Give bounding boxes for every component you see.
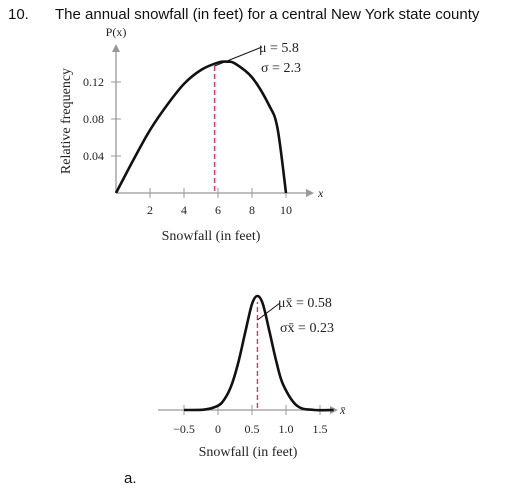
- mean-annotation-1: μ = 5.8: [259, 41, 299, 56]
- x-axis-label-1: Snowfall (in feet): [162, 229, 261, 244]
- x-tick-label-1: 10: [280, 203, 292, 217]
- x-axis-symbol-1: x: [317, 186, 324, 200]
- x-tick-label-2: 1.0: [279, 422, 294, 436]
- annotation-leader-1: [214, 46, 263, 67]
- x-axis-arrow-2: [330, 406, 338, 414]
- x-tick-label-2: 1.5: [313, 422, 328, 436]
- x-axis-arrow-1: [306, 189, 314, 197]
- x-tick-label-2: 0.5: [245, 422, 260, 436]
- problem-statement: The annual snowfall (in feet) for a cent…: [55, 6, 480, 23]
- x-axis-label-2: Snowfall (in feet): [199, 445, 298, 460]
- problem-number: 10.: [8, 6, 29, 23]
- distribution-curve-2: [183, 294, 334, 412]
- x-tick-label-1: 6: [215, 203, 221, 217]
- y-axis-arrow-1: [112, 44, 120, 52]
- annotation-leader-2: [257, 302, 281, 321]
- x-tick-label-2: −0.5: [173, 422, 195, 436]
- x-tick-label-1: 4: [181, 203, 187, 217]
- y-tick-label-1: 0.12: [83, 75, 104, 89]
- distribution-curve-1: [114, 60, 288, 194]
- x-axis-symbol-2: x̄: [339, 403, 346, 417]
- mean-annotation-2: μx̄ = 0.58: [278, 296, 332, 311]
- x-tick-label-1: 8: [249, 203, 255, 217]
- y-axis-label-1: Relative frequency: [59, 68, 74, 174]
- x-tick-label-2: 0: [215, 422, 221, 436]
- std-annotation-2: σx̄ = 0.23: [280, 321, 334, 336]
- y-axis-title-1: P(x): [106, 25, 127, 39]
- x-tick-label-1: 2: [147, 203, 153, 217]
- y-tick-label-1: 0.04: [83, 149, 104, 163]
- std-annotation-1: σ = 2.3: [261, 61, 301, 76]
- y-tick-label-1: 0.08: [83, 112, 104, 126]
- part-a-label: a.: [124, 470, 137, 487]
